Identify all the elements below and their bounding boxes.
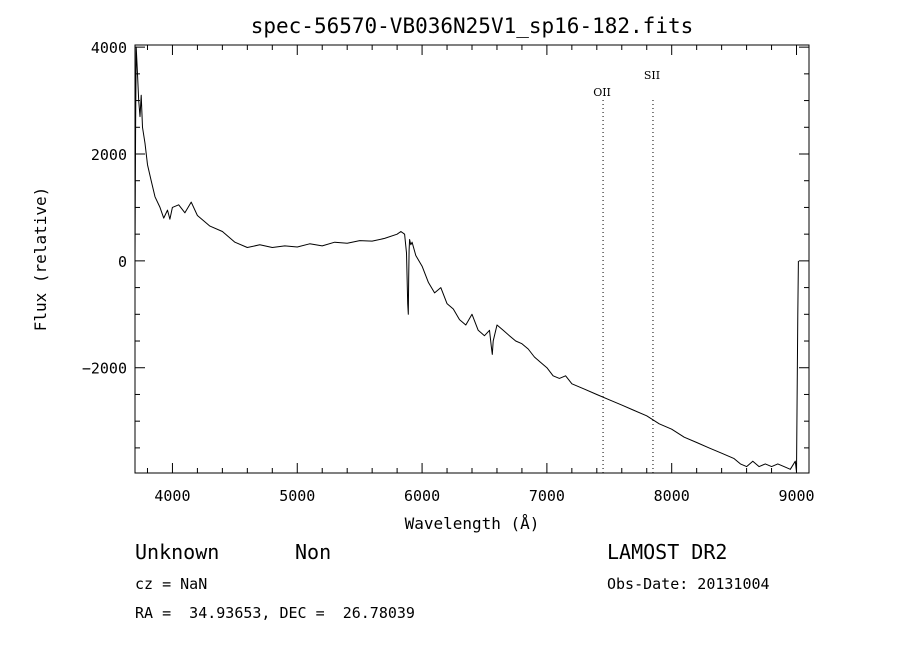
spectrum-line bbox=[134, 46, 799, 473]
line-label-sii: SII bbox=[644, 69, 660, 82]
x-tick-label: 9000 bbox=[778, 487, 814, 505]
redshift-text: cz = NaN bbox=[135, 575, 208, 593]
chart-title: spec-56570-VB036N25V1_sp16-182.fits bbox=[251, 14, 694, 38]
survey-label: LAMOST DR2 bbox=[607, 540, 728, 564]
x-tick-label: 6000 bbox=[404, 487, 440, 505]
line-label-oii: OII bbox=[593, 86, 611, 99]
plot-frame bbox=[134, 44, 810, 474]
emission-line-markers: OII SII bbox=[593, 69, 660, 473]
subclass-label: Non bbox=[295, 540, 332, 564]
y-axis-label: Flux (relative) bbox=[31, 187, 50, 332]
y-tick-label: −2000 bbox=[82, 360, 127, 378]
class-label: Unknown bbox=[135, 540, 220, 564]
x-axis-label: Wavelength (Å) bbox=[405, 514, 540, 533]
axis-ticks: 4000 5000 6000 7000 8000 9000 −2000 0 2000 4000 bbox=[82, 39, 815, 505]
y-tick-label: 4000 bbox=[91, 39, 127, 57]
obs-date-text: Obs-Date: 20131004 bbox=[607, 575, 770, 593]
x-tick-label: 5000 bbox=[279, 487, 315, 505]
x-tick-label: 7000 bbox=[529, 487, 565, 505]
y-tick-label: 0 bbox=[118, 253, 127, 271]
y-tick-label: 2000 bbox=[91, 146, 127, 164]
x-tick-label: 8000 bbox=[654, 487, 690, 505]
coordinates-text: RA = 34.93653, DEC = 26.78039 bbox=[135, 604, 415, 622]
x-tick-label: 4000 bbox=[154, 487, 190, 505]
